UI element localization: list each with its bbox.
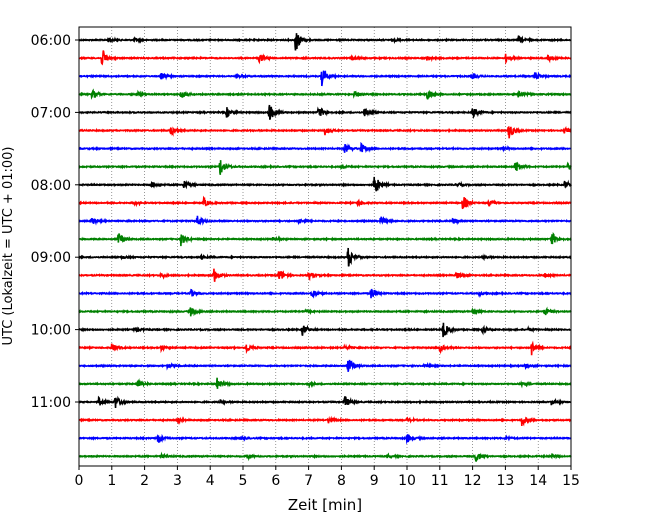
x-tick-label: 13 — [496, 473, 514, 489]
trace-1130 — [78, 433, 572, 445]
y-axis-label: UTC (Lokalzeit = UTC + 01:00) — [1, 147, 16, 346]
trace-0700 — [78, 104, 572, 120]
x-tick-label: 3 — [173, 473, 182, 489]
x-tick-label: 4 — [206, 473, 215, 489]
x-tick-label: 11 — [431, 473, 449, 489]
trace-1100 — [78, 395, 572, 409]
y-tick-label: 07:00 — [31, 105, 71, 121]
trace-0600 — [78, 33, 572, 51]
x-tick-label: 15 — [562, 473, 580, 489]
y-tick-label: 09:00 — [31, 250, 71, 266]
y-tick-label: 11:00 — [31, 395, 71, 411]
trace-0915 — [78, 268, 572, 282]
x-tick-label: 7 — [304, 473, 313, 489]
x-axis-label: Zeit [min] — [288, 496, 362, 514]
trace-0845 — [78, 231, 572, 247]
x-tick-label: 9 — [370, 473, 379, 489]
y-tick-label: 10:00 — [31, 323, 71, 339]
trace-1045 — [78, 377, 572, 389]
trace-0815 — [78, 195, 572, 210]
x-tick-label: 1 — [107, 473, 116, 489]
trace-0615 — [78, 50, 572, 66]
trace-0630 — [78, 70, 572, 87]
x-axis-ticks: 0 1 2 3 4 5 6 7 8 9 10 11 12 13 14 15 — [75, 466, 580, 489]
trace-0930 — [78, 288, 572, 299]
x-grid — [111, 27, 539, 466]
plot-frame — [78, 26, 572, 467]
x-tick-label: 10 — [398, 473, 416, 489]
trace-1000 — [78, 322, 572, 338]
trace-0715 — [78, 125, 572, 139]
y-tick-label: 06:00 — [31, 33, 71, 49]
seismic-traces — [78, 33, 572, 462]
y-axis-ticks: 06:00 07:00 08:00 09:00 10:00 11:00 — [31, 33, 79, 411]
trace-0900 — [78, 247, 572, 267]
y-tick-label: 08:00 — [31, 178, 71, 194]
x-tick-label: 0 — [75, 473, 84, 489]
trace-1030 — [78, 359, 572, 372]
trace-1115 — [78, 415, 572, 427]
trace-0730 — [78, 141, 572, 153]
trace-0645 — [78, 88, 572, 100]
x-tick-label: 12 — [464, 473, 482, 489]
x-tick-label: 8 — [337, 473, 346, 489]
x-tick-label: 14 — [529, 473, 547, 489]
trace-0800 — [78, 176, 572, 192]
trace-1145 — [78, 451, 572, 462]
x-tick-label: 6 — [271, 473, 280, 489]
trace-0945 — [78, 306, 572, 317]
x-tick-label: 2 — [140, 473, 149, 489]
x-tick-label: 5 — [239, 473, 248, 489]
trace-1015 — [78, 340, 572, 356]
trace-0745 — [78, 160, 572, 175]
trace-0830 — [78, 215, 572, 226]
